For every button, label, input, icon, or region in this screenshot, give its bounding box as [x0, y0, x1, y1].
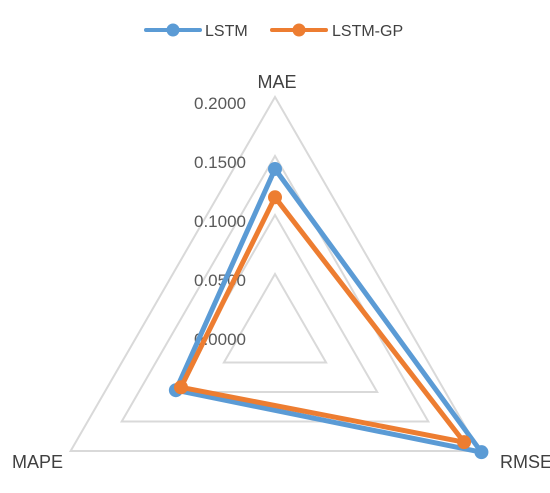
legend-label-lstm-gp: LSTM-GP — [332, 23, 403, 40]
data-point-lstm-gp-rmse — [457, 435, 472, 450]
legend-item-lstm-gp: LSTM-GP — [270, 23, 403, 40]
axis-label-mape: MAPE — [12, 452, 63, 472]
radar-grid — [68, 94, 482, 452]
data-point-lstm-rmse — [474, 445, 489, 460]
grid-ring — [119, 154, 431, 423]
legend-marker-lstm — [166, 23, 180, 37]
legend: LSTM LSTM-GP — [144, 23, 403, 40]
legend-item-lstm: LSTM — [144, 23, 248, 40]
grid-ring — [171, 213, 379, 393]
tick-label: 0.1500 — [194, 153, 246, 172]
data-point-lstm-gp-mae — [268, 190, 282, 205]
data-point-lstm-mae — [268, 161, 282, 176]
tick-label: 0.1000 — [194, 212, 246, 231]
tick-label: 0.2000 — [194, 94, 246, 113]
legend-label-lstm: LSTM — [205, 23, 248, 40]
series-line-lstm-gp — [178, 194, 467, 445]
axis-label-mae: MAE — [257, 72, 296, 92]
series-line-lstm — [173, 166, 484, 455]
grid-ring — [68, 94, 482, 452]
legend-marker-lstm-gp — [292, 23, 306, 37]
axis-label-rmse: RMSE — [500, 452, 550, 472]
series-layer — [168, 161, 489, 460]
data-point-lstm-gp-mape — [173, 380, 188, 395]
grid-ring — [222, 271, 328, 364]
